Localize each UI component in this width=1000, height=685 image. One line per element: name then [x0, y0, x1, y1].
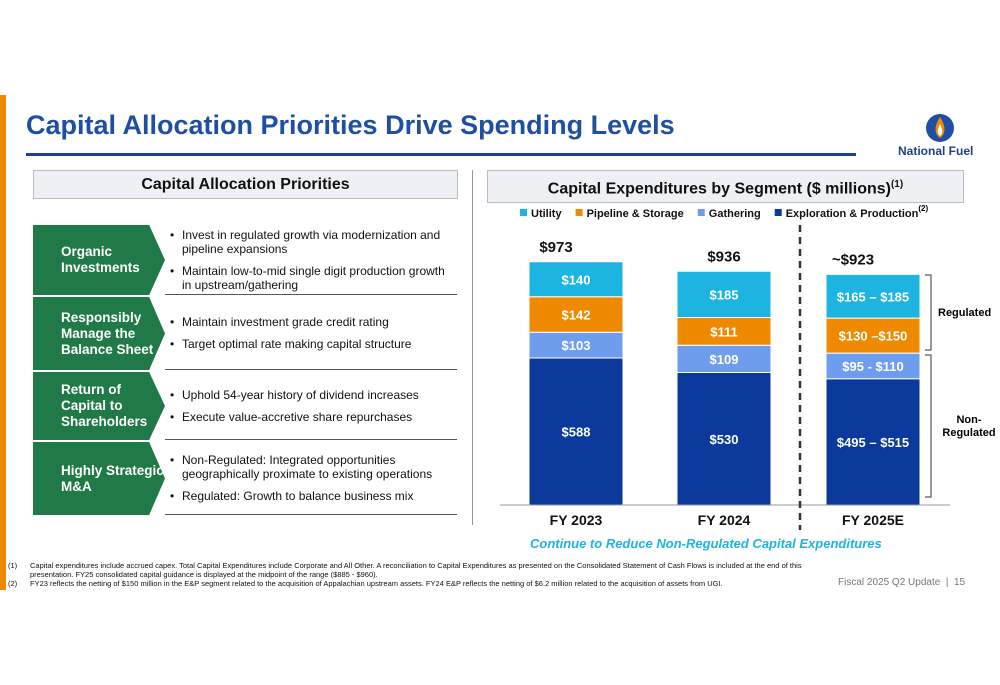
total-label: ~$923	[832, 251, 874, 268]
footnote-text: Capital expenditures include accrued cap…	[30, 561, 802, 579]
bar-segment	[825, 317, 921, 354]
priority-bullets: Uphold 54-year history of dividend incre…	[165, 372, 457, 440]
bracket	[925, 354, 932, 498]
separator	[472, 170, 473, 525]
chart-header: Capital Expenditures by Segment ($ milli…	[487, 170, 964, 204]
page-number: 15	[954, 577, 966, 588]
footnote: (1) Capital expenditures include accrued …	[8, 561, 808, 579]
footnote-marker: (1)	[8, 561, 18, 570]
segment-label: $130 –$150	[839, 329, 908, 344]
footnote-ref: (2)	[918, 204, 928, 213]
priority-bullets: Maintain investment grade credit rating T…	[165, 297, 457, 370]
segment-label: $95 - $110	[842, 359, 903, 374]
bar-segment	[676, 270, 772, 318]
segment-label: $140	[562, 272, 591, 287]
accent-bar	[0, 95, 6, 590]
slide-title: Capital Allocation Priorities Drive Spen…	[26, 110, 675, 140]
legend-label: Pipeline & Storage	[587, 208, 684, 220]
bar-segment	[528, 261, 624, 298]
bar-segment	[825, 378, 921, 506]
bullet: Invest in regulated growth via moderniza…	[170, 228, 457, 256]
legend-swatch	[520, 209, 527, 216]
priority-bullets: Non-Regulated: Integrated opportunities …	[165, 442, 457, 515]
priority-label: Responsibly Manage the Balance Sheet	[33, 297, 165, 370]
footnote-marker: (2)	[8, 579, 18, 588]
footnote: (2) FY23 reflects the netting of $150 mil…	[8, 579, 808, 588]
legend-swatch	[575, 209, 583, 216]
chart-title: Capital Expenditures by Segment ($ milli…	[547, 180, 891, 198]
bullet: Target optimal rate making capital struc…	[170, 337, 457, 351]
bar-segment	[528, 331, 624, 359]
legend-label: Utility	[531, 208, 562, 220]
priority-label: Organic Investments	[33, 225, 165, 295]
bar-segment	[676, 317, 772, 346]
bullet: Maintain low-to-mid single digit product…	[170, 264, 457, 292]
annotation: Continue to Reduce Non-Regulated Capital…	[530, 536, 882, 551]
segment-label: $165 – $185	[837, 289, 909, 304]
bar-segment	[676, 372, 772, 506]
legend-swatch	[697, 209, 705, 216]
bullet: Regulated: Growth to balance business mi…	[170, 489, 457, 503]
bracket-label: Non-Regulated	[942, 414, 996, 439]
segment-label: $588	[562, 425, 591, 440]
bullet: Non-Regulated: Integrated opportunities …	[170, 453, 457, 481]
bar-segment	[528, 296, 624, 333]
bar-segment	[528, 357, 624, 506]
segment-label: $530	[710, 432, 739, 447]
segment-label: $109	[710, 352, 739, 367]
segment-label: $111	[710, 324, 738, 339]
title-rule	[26, 153, 856, 156]
legend-label: Gathering	[709, 208, 761, 220]
priority-label: Return of Capital to Shareholders	[33, 372, 165, 440]
bracket	[925, 274, 932, 351]
total-label: $936	[707, 248, 740, 265]
segment-label: $185	[710, 287, 739, 302]
footnote-text: FY23 reflects the netting of $150 millio…	[30, 579, 723, 588]
segment-label: $495 – $515	[837, 435, 909, 450]
total-label: $973	[539, 239, 572, 256]
logo-text: National Fuel	[898, 144, 974, 158]
x-tick-label: FY 2024	[698, 512, 751, 528]
bracket-label: Regulated	[938, 307, 992, 319]
segment-label: $103	[562, 338, 591, 353]
priority-label: Highly Strategic M&A	[33, 442, 165, 515]
priority-bullets: Invest in regulated growth via moderniza…	[165, 225, 457, 295]
bar-segment	[825, 273, 921, 319]
legend-swatch	[774, 209, 782, 216]
footnote-ref: (1)	[890, 179, 904, 190]
footnotes: (1) Capital expenditures include accrued …	[8, 561, 808, 588]
chart: Utility Pipeline & Storage Gathering Explor…	[500, 204, 950, 530]
bullet: Uphold 54-year history of dividend incre…	[170, 388, 457, 402]
footer: Fiscal 2025 Q2 Update | 15	[838, 577, 966, 588]
bar-segment	[676, 344, 772, 373]
footer-text: Fiscal 2025 Q2 Update	[838, 577, 941, 588]
segment-label: $142	[562, 308, 591, 323]
x-tick-label: FY 2025E	[842, 512, 904, 528]
bullet: Maintain investment grade credit rating	[170, 315, 457, 329]
legend-label: Exploration & Production	[786, 208, 919, 220]
left-header: Capital Allocation Priorities	[33, 170, 458, 199]
logo-icon	[926, 114, 954, 142]
bullet: Execute value-accretive share repurchase…	[170, 410, 457, 424]
x-tick-label: FY 2023	[550, 512, 603, 528]
